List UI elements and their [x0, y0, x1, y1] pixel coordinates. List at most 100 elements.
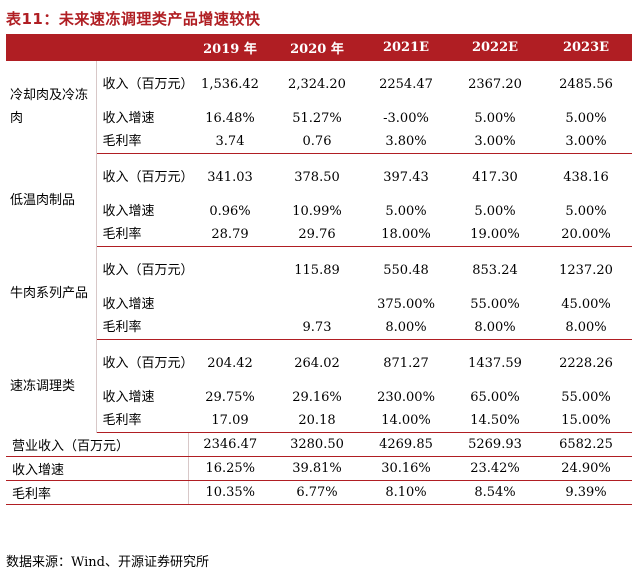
value-cell: 9.39% — [540, 480, 632, 505]
value-cell: 2228.26 — [559, 355, 613, 371]
value-cell: 14.50% — [450, 409, 540, 433]
value-cell: 2367.20 — [468, 76, 522, 92]
value-cell: 5.00% — [474, 204, 516, 219]
value-cell — [188, 293, 272, 316]
value-cell: 23.42% — [450, 456, 540, 481]
value-cell: 5269.93 — [450, 432, 540, 457]
value-cell: 10.35% — [188, 480, 272, 505]
value-cell: 3.00% — [450, 130, 540, 154]
value-cell: 30.16% — [362, 456, 450, 481]
value-cell: 438.16 — [563, 169, 609, 185]
table-row: 毛利率 3.74 0.76 3.80% 3.00% 3.00% — [6, 130, 632, 154]
value-cell: 65.00% — [470, 390, 520, 405]
total-label: 毛利率 — [6, 480, 189, 505]
value-cell: 1437.59 — [468, 355, 522, 371]
value-cell: 397.43 — [383, 169, 429, 185]
table-row: 速冻调理类 收入（百万元） 204.42 264.02 871.27 1437.… — [6, 339, 632, 433]
category-cell: 速冻调理类 — [6, 339, 97, 433]
value-cell: 8.54% — [450, 480, 540, 505]
value-cell: 6.77% — [272, 480, 362, 505]
header-2022e: 2022E — [450, 34, 540, 61]
value-cell: 14.00% — [362, 409, 450, 433]
value-cell: 230.00% — [377, 390, 435, 405]
value-cell: 18.00% — [362, 223, 450, 247]
table-row: 收入增速 0.96% 10.99% 5.00% 5.00% 5.00% — [6, 200, 632, 223]
value-cell: 5.00% — [474, 111, 516, 126]
value-cell: 1,536.42 — [201, 76, 259, 92]
table-row: 毛利率 9.73 8.00% 8.00% 8.00% — [6, 316, 632, 340]
total-row: 营业收入（百万元） 2346.47 3280.50 4269.85 5269.9… — [6, 432, 632, 457]
value-cell: 3.74 — [188, 130, 272, 154]
value-cell: 8.10% — [362, 480, 450, 505]
table-row: 收入增速 375.00% 55.00% 45.00% — [6, 293, 632, 316]
value-cell: 264.02 — [294, 355, 340, 371]
value-cell: 39.81% — [272, 456, 362, 481]
value-cell: 341.03 — [207, 169, 253, 185]
metric-cell: 收入增速 — [102, 204, 155, 219]
table-row: 收入增速 16.48% 51.27% -3.00% 5.00% 5.00% — [6, 107, 632, 130]
value-cell: 6582.25 — [540, 432, 632, 457]
value-cell: 115.89 — [294, 262, 340, 278]
table-title: 表11：未来速冻调理类产品增速较快 — [6, 10, 261, 28]
table-row: 毛利率 17.09 20.18 14.00% 14.50% 15.00% — [6, 409, 632, 433]
category-cell: 冷却肉及冷冻肉 — [6, 61, 97, 154]
table-row: 低温肉制品 收入（百万元） 341.03 378.50 397.43 417.3… — [6, 153, 632, 247]
value-cell: 16.25% — [188, 456, 272, 481]
value-cell: 8.00% — [450, 316, 540, 340]
value-cell: 378.50 — [294, 169, 340, 185]
value-cell: 0.96% — [209, 204, 251, 219]
value-cell: 24.90% — [540, 456, 632, 481]
value-cell: 20.00% — [540, 223, 632, 247]
total-row: 收入增速 16.25% 39.81% 30.16% 23.42% 24.90% — [6, 456, 632, 481]
metric-cell: 毛利率 — [96, 316, 188, 340]
value-cell: 55.00% — [561, 390, 611, 405]
value-cell: 55.00% — [470, 297, 520, 312]
value-cell — [188, 247, 272, 294]
value-cell — [272, 293, 362, 316]
metric-cell: 收入（百万元） — [102, 169, 194, 185]
metric-cell: 收入增速 — [102, 390, 155, 405]
value-cell: 2346.47 — [188, 432, 272, 457]
metric-cell: 毛利率 — [96, 130, 188, 154]
value-cell: 3.80% — [362, 130, 450, 154]
total-label: 收入增速 — [6, 456, 189, 481]
header-2021e: 2021E — [362, 34, 450, 61]
value-cell: 51.27% — [292, 111, 342, 126]
value-cell: 45.00% — [561, 297, 611, 312]
value-cell: 8.00% — [362, 316, 450, 340]
value-cell: 204.42 — [207, 355, 253, 371]
value-cell: 1237.20 — [559, 262, 613, 278]
value-cell: 29.16% — [292, 390, 342, 405]
header-2020: 2020 年 — [272, 34, 362, 61]
value-cell: 16.48% — [205, 111, 255, 126]
value-cell: 0.76 — [272, 130, 362, 154]
value-cell: 15.00% — [540, 409, 632, 433]
value-cell: 550.48 — [383, 262, 429, 278]
metric-cell: 收入（百万元） — [102, 355, 194, 371]
header-2019: 2019 年 — [188, 34, 272, 61]
header-blank — [6, 34, 188, 61]
total-label: 营业收入（百万元） — [6, 432, 189, 457]
table-row: 收入增速 29.75% 29.16% 230.00% 65.00% 55.00% — [6, 386, 632, 409]
value-cell: 3.00% — [540, 130, 632, 154]
header-row: 2019 年 2020 年 2021E 2022E 2023E — [6, 34, 632, 61]
value-cell: 417.30 — [472, 169, 518, 185]
metric-cell: 收入增速 — [102, 297, 155, 312]
value-cell: 28.79 — [188, 223, 272, 247]
value-cell — [188, 316, 272, 340]
value-cell: 2254.47 — [379, 76, 433, 92]
category-cell: 牛肉系列产品 — [6, 246, 97, 340]
value-cell: -3.00% — [383, 111, 429, 126]
category-cell: 低温肉制品 — [6, 153, 97, 247]
metric-cell: 毛利率 — [96, 223, 188, 247]
source-note: 数据来源：Wind、开源证券研究所 — [6, 555, 209, 570]
value-cell: 375.00% — [377, 297, 435, 312]
total-row: 毛利率 10.35% 6.77% 8.10% 8.54% 9.39% — [6, 480, 632, 505]
value-cell: 17.09 — [188, 409, 272, 433]
value-cell: 5.00% — [565, 204, 607, 219]
value-cell: 5.00% — [565, 111, 607, 126]
metric-cell: 收入（百万元） — [102, 76, 194, 92]
metric-cell: 收入（百万元） — [102, 262, 194, 278]
value-cell: 29.76 — [272, 223, 362, 247]
value-cell: 5.00% — [385, 204, 427, 219]
